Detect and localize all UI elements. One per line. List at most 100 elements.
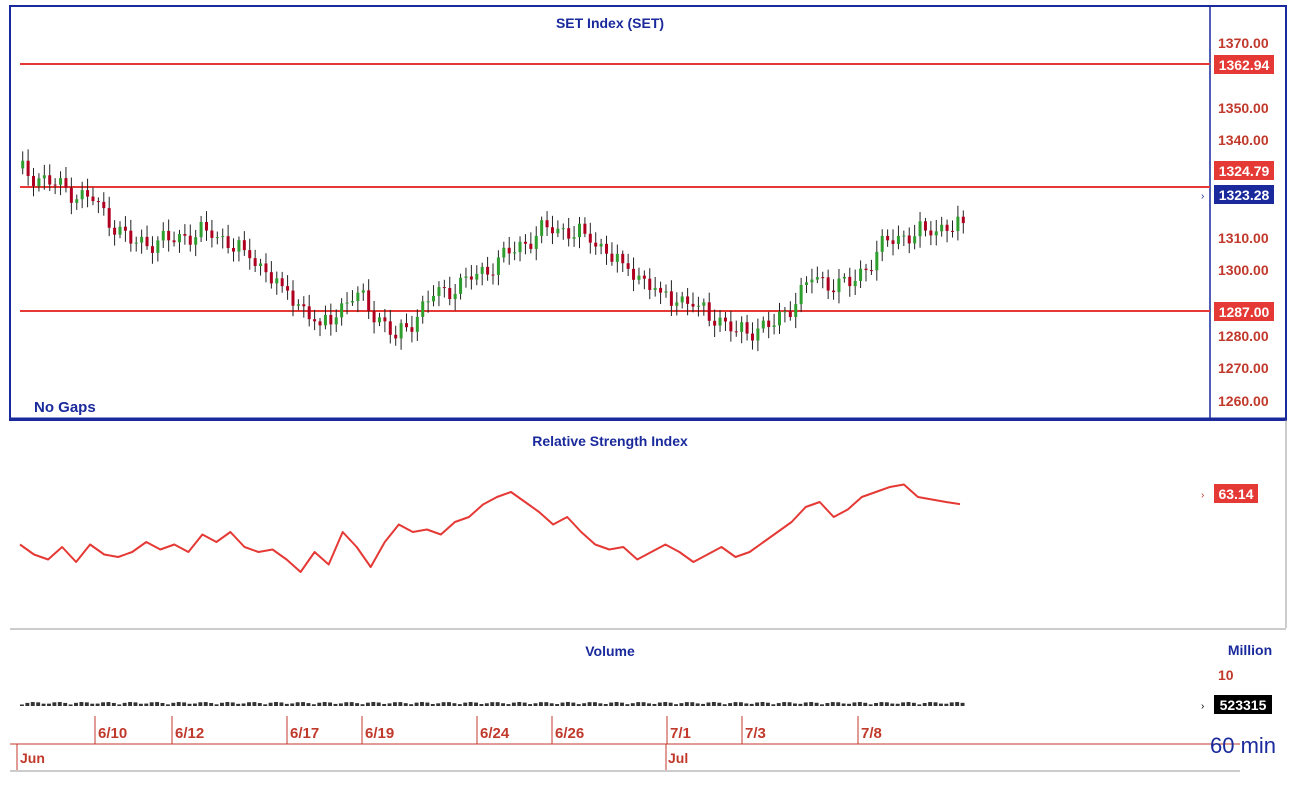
volume-bar bbox=[360, 704, 365, 706]
volume-bar bbox=[809, 702, 814, 706]
candle-body bbox=[626, 263, 630, 269]
volume-bar bbox=[938, 703, 943, 706]
candle-body bbox=[561, 228, 565, 230]
volume-bar bbox=[549, 703, 554, 706]
volume-bar bbox=[63, 702, 68, 706]
price-plot-frame bbox=[9, 5, 1287, 421]
candle-body bbox=[480, 266, 484, 274]
candle-body bbox=[361, 290, 365, 293]
lower-line-tag-bg bbox=[1214, 302, 1274, 321]
candle-body bbox=[156, 240, 160, 253]
timeframe-label[interactable]: 60 min bbox=[1210, 733, 1276, 758]
volume-bar bbox=[241, 703, 246, 706]
volume-bar bbox=[863, 702, 868, 706]
candle-body bbox=[691, 303, 695, 307]
volume-bar bbox=[279, 702, 284, 706]
candle-body bbox=[459, 277, 463, 294]
day-tick-label: 6/12 bbox=[175, 725, 204, 742]
volume-panel: Volume Million 10 › 523315 bbox=[20, 642, 1272, 714]
upper-line-tag: 1362.94 bbox=[1214, 55, 1274, 74]
candle-body bbox=[107, 208, 111, 228]
candle-body bbox=[945, 224, 949, 231]
volume-bar bbox=[376, 702, 381, 706]
mid-line-tag-bg bbox=[1214, 161, 1274, 180]
candle-body bbox=[805, 282, 809, 285]
y-tick-1350: 1350.00 bbox=[1218, 100, 1269, 116]
candle-body bbox=[199, 221, 203, 238]
volume-bar bbox=[322, 702, 327, 706]
candle-body bbox=[118, 226, 122, 235]
candle-body bbox=[248, 250, 252, 259]
volume-bar bbox=[252, 702, 257, 706]
volume-bar bbox=[798, 703, 803, 706]
candle-body bbox=[707, 302, 711, 321]
candle-body bbox=[59, 178, 63, 185]
candle-body bbox=[302, 304, 306, 307]
volume-bar bbox=[874, 702, 879, 706]
candle-body bbox=[637, 275, 641, 280]
candle-body bbox=[26, 160, 30, 176]
candle-body bbox=[215, 237, 219, 239]
volume-bar bbox=[544, 702, 549, 706]
day-tick-label: 7/1 bbox=[670, 725, 691, 742]
candle-body bbox=[653, 287, 657, 290]
candle-body bbox=[799, 284, 803, 305]
candle-body bbox=[913, 236, 917, 244]
candle-body bbox=[350, 301, 354, 303]
candle-body bbox=[405, 323, 409, 328]
volume-bar bbox=[852, 702, 857, 706]
candle-body bbox=[729, 321, 733, 332]
volume-bar bbox=[430, 703, 435, 706]
volume-bar bbox=[603, 703, 608, 706]
volume-bar bbox=[122, 702, 127, 706]
volume-bar bbox=[349, 702, 354, 706]
candle-body bbox=[275, 278, 279, 284]
last-price-arrow: › bbox=[1201, 191, 1204, 202]
volume-bar bbox=[52, 702, 57, 706]
volume-bar bbox=[420, 702, 424, 706]
candle-body bbox=[486, 266, 490, 275]
volume-bar bbox=[706, 702, 711, 706]
candle-body bbox=[513, 252, 517, 254]
volume-bar bbox=[214, 704, 219, 706]
volume-bar bbox=[949, 702, 954, 706]
day-tick-label: 6/26 bbox=[555, 725, 584, 742]
candle-body bbox=[880, 235, 884, 252]
volume-bar bbox=[722, 704, 727, 706]
volume-bar bbox=[495, 702, 500, 706]
candle-body bbox=[588, 233, 592, 243]
volume-bar bbox=[36, 702, 41, 706]
rsi-line bbox=[19, 483, 961, 573]
candle-body bbox=[669, 291, 673, 306]
candle-body bbox=[469, 276, 473, 280]
rsi-tag-arrow: › bbox=[1201, 490, 1204, 501]
volume-tag-arrow: › bbox=[1201, 701, 1204, 712]
volume-bar bbox=[106, 702, 111, 706]
volume-bar bbox=[760, 702, 765, 706]
volume-bar bbox=[625, 704, 630, 706]
volume-bar bbox=[457, 704, 462, 706]
volume-bar bbox=[236, 703, 241, 706]
rsi-panel: Relative Strength Index › 63.14 bbox=[10, 420, 1287, 630]
candle-body bbox=[907, 235, 911, 244]
volume-bar bbox=[695, 703, 700, 706]
candle-body bbox=[713, 320, 717, 326]
candle-body bbox=[659, 287, 663, 293]
mid-line-tag-value: 1324.79 bbox=[1219, 163, 1270, 179]
volume-bar bbox=[787, 702, 792, 706]
candle-body bbox=[815, 277, 819, 280]
last-price-tag: › 1323.28 bbox=[1201, 185, 1274, 204]
volume-bar bbox=[290, 703, 295, 706]
candle-body bbox=[210, 230, 214, 238]
volume-bar bbox=[74, 702, 78, 706]
day-tick-label: 7/3 bbox=[745, 725, 766, 742]
volume-bar bbox=[30, 702, 35, 706]
volume-bar bbox=[636, 702, 641, 706]
candle-body bbox=[475, 273, 479, 280]
volume-bar bbox=[955, 702, 960, 706]
volume-bar bbox=[441, 702, 446, 706]
volume-bar bbox=[268, 702, 273, 706]
volume-bar bbox=[176, 702, 181, 706]
volume-title: Volume bbox=[585, 643, 635, 659]
candle-body bbox=[940, 224, 944, 232]
